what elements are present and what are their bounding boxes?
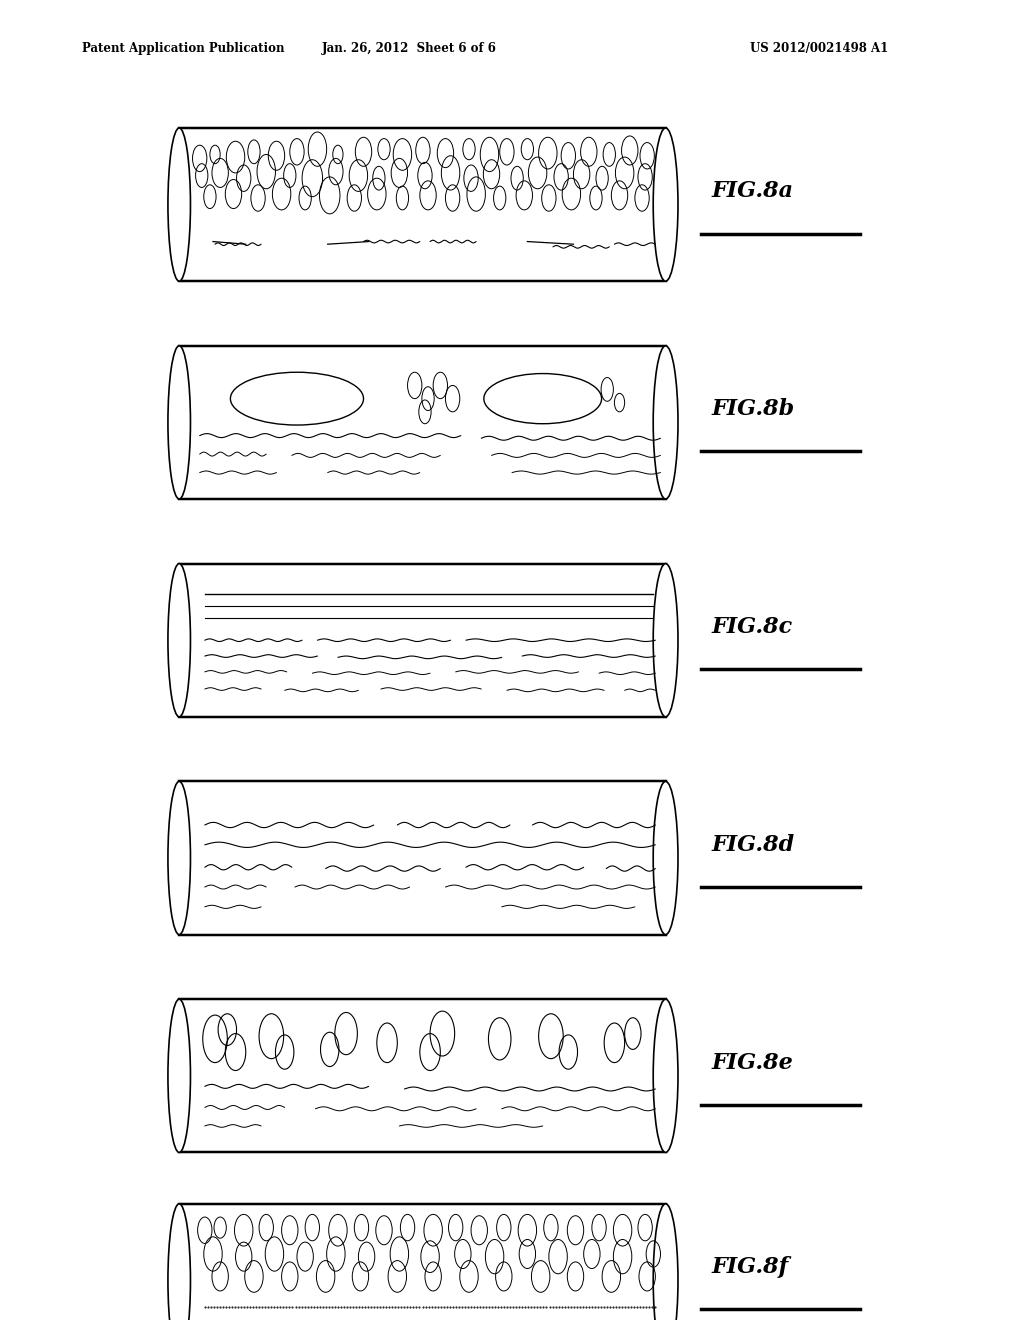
FancyBboxPatch shape xyxy=(179,346,666,499)
Ellipse shape xyxy=(653,999,678,1152)
Ellipse shape xyxy=(168,564,190,717)
Ellipse shape xyxy=(653,128,678,281)
Text: US 2012/0021498 A1: US 2012/0021498 A1 xyxy=(750,42,889,55)
Ellipse shape xyxy=(168,999,190,1152)
Ellipse shape xyxy=(168,1204,190,1320)
Text: FIG.8c: FIG.8c xyxy=(712,616,793,638)
Ellipse shape xyxy=(653,564,678,717)
Ellipse shape xyxy=(168,781,190,935)
Ellipse shape xyxy=(168,346,190,499)
Ellipse shape xyxy=(653,1204,678,1320)
Text: FIG.8d: FIG.8d xyxy=(712,834,795,855)
Ellipse shape xyxy=(653,781,678,935)
Text: FIG.8a: FIG.8a xyxy=(712,181,794,202)
Text: FIG.8e: FIG.8e xyxy=(712,1052,794,1073)
FancyBboxPatch shape xyxy=(179,128,666,281)
Ellipse shape xyxy=(653,346,678,499)
FancyBboxPatch shape xyxy=(179,999,666,1152)
FancyBboxPatch shape xyxy=(179,1204,666,1320)
FancyBboxPatch shape xyxy=(179,781,666,935)
Text: Patent Application Publication: Patent Application Publication xyxy=(82,42,285,55)
FancyBboxPatch shape xyxy=(179,564,666,717)
Text: FIG.8b: FIG.8b xyxy=(712,399,795,420)
Text: FIG.8f: FIG.8f xyxy=(712,1257,788,1278)
Ellipse shape xyxy=(168,128,190,281)
Text: Jan. 26, 2012  Sheet 6 of 6: Jan. 26, 2012 Sheet 6 of 6 xyxy=(323,42,497,55)
